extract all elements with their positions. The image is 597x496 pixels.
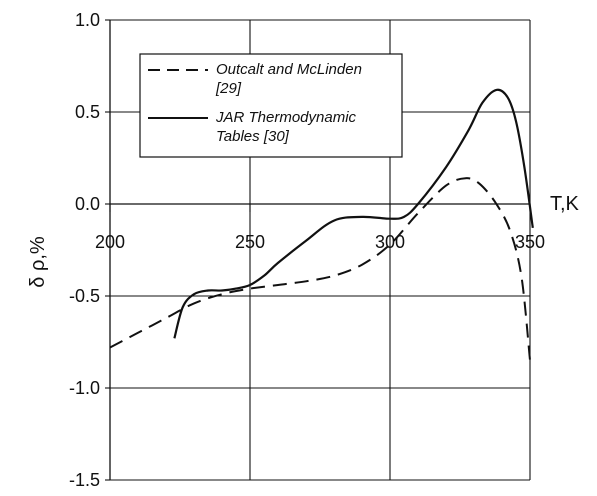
legend: Outcalt and McLinden [29] JAR Thermodynami… <box>139 53 403 158</box>
y-axis-label: δ ρ,% <box>27 236 49 288</box>
x-tick-label: 300 <box>375 232 405 252</box>
x-tick-label: 350 <box>515 232 545 252</box>
y-tick-label: 0.0 <box>75 194 100 214</box>
x-tick-label: 200 <box>95 232 125 252</box>
series-line-jar <box>173 88 534 339</box>
legend-entry: Outcalt and McLinden [29] <box>215 61 362 97</box>
y-tick-label: 0.5 <box>75 102 100 122</box>
x-ticks: 200 250 300 350 <box>95 204 545 252</box>
series-line-outcalt <box>109 177 531 361</box>
y-tick-label: -0.5 <box>69 286 100 306</box>
y-tick-label: 1.0 <box>75 10 100 30</box>
y-ticks: 1.0 0.5 0.0 -0.5 -1.0 -1.5 <box>69 10 110 490</box>
series-layer <box>109 88 534 361</box>
x-axis-label: T,K <box>550 193 580 215</box>
y-tick-label: -1.5 <box>69 470 100 490</box>
legend-entry: JAR Thermodynamic Tables [30] <box>215 109 357 145</box>
y-tick-label: -1.0 <box>69 378 100 398</box>
x-tick-label: 250 <box>235 232 265 252</box>
legend-box <box>139 53 403 158</box>
